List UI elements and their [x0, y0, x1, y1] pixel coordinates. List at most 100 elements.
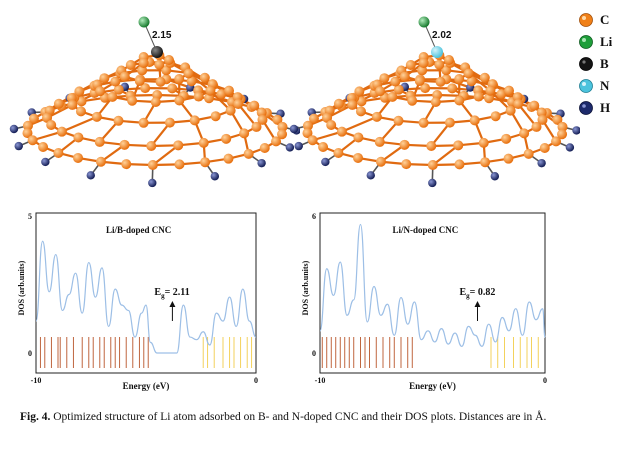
carbon-atom [225, 105, 236, 116]
carbon-atom [140, 83, 151, 94]
band-gap-annotation: Eg= 2.11 [154, 287, 189, 300]
carbon-atom [210, 111, 221, 122]
carbon-atom [174, 74, 185, 85]
bond [432, 144, 459, 166]
nitrogen-atom [431, 46, 443, 58]
carbon-atom [444, 55, 454, 65]
carbon-atom [193, 91, 204, 102]
carbon-atom [73, 152, 84, 163]
carbon-atom [121, 159, 132, 170]
carbon-atom [138, 117, 149, 128]
carbon-atom [418, 117, 429, 128]
carbon-atom [333, 147, 344, 158]
hydrogen-atom [321, 157, 330, 167]
carbon-atom [67, 99, 78, 110]
caption-label: Fig. 4. [20, 411, 51, 423]
carbon-atom [480, 157, 491, 168]
carbon-atom [387, 91, 398, 102]
atoms [9, 50, 300, 188]
carbon-atom [503, 153, 514, 164]
carbon-atom [107, 91, 118, 102]
hydrogen-atom [565, 143, 575, 152]
carbon-atom [326, 120, 337, 131]
carbon-atom [513, 98, 524, 109]
carbon-atom [307, 135, 318, 146]
carbon-atom [99, 73, 110, 84]
carbon-atom [243, 148, 254, 159]
carbon-atom [418, 57, 429, 68]
boron-atom-icon [579, 57, 593, 71]
y-tick-label: 0 [312, 349, 316, 358]
carbon-atom [75, 106, 86, 117]
dos-plot-n-doped: Li/N-doped CNC DOS (arb.units) Energy (eV)… [301, 212, 547, 391]
carbon-atom [150, 96, 161, 107]
band-gap-value: = 2.11 [165, 287, 190, 298]
lithium-atom [418, 16, 430, 28]
carbon-atom [138, 57, 149, 68]
dos-curve [319, 223, 546, 347]
carbon-atom [401, 159, 412, 170]
carbon-atom [531, 121, 542, 132]
chart-title: Li/B-doped CNC [106, 225, 171, 235]
carbon-atom [454, 95, 465, 106]
carbon-atom [95, 86, 106, 97]
carbon-atom [189, 115, 200, 126]
li-distance-label: 2.15 [152, 30, 172, 41]
hydrogen-atom [210, 172, 220, 181]
hydrogen-atom [428, 178, 437, 188]
hydrogen-atom [572, 126, 580, 135]
carbon-atom [479, 72, 490, 83]
carbon-atom [91, 111, 102, 122]
carbon-atom [414, 75, 425, 86]
carbon-atom [183, 68, 194, 79]
carbon-atom [137, 65, 148, 76]
band-gap-value: = 0.82 [470, 287, 496, 298]
y-tick-label: 0 [28, 349, 32, 358]
carbon-atom [249, 100, 260, 111]
y-tick-label: 5 [28, 212, 32, 221]
bond [477, 89, 513, 104]
hydrogen-atom [86, 171, 95, 180]
carbon-atom [154, 59, 165, 70]
carbon-atom [272, 114, 283, 125]
hydrogen-atom [366, 171, 375, 180]
carbon-atom [259, 143, 270, 154]
carbon-atom [119, 139, 130, 150]
lithium-atom [138, 16, 150, 28]
carbon-atom [257, 114, 268, 125]
x-axis-label: Energy (eV) [409, 381, 456, 391]
carbon-atom [539, 143, 550, 154]
x-tick-label: 0 [254, 376, 258, 385]
legend-item-b: B [578, 54, 630, 74]
li-distance-label: 2.02 [432, 30, 452, 41]
carbon-atom [375, 86, 386, 97]
carbon-atom [113, 115, 124, 126]
carbon-atom [28, 113, 39, 124]
carbon-atom [390, 76, 401, 87]
carbon-atom [454, 159, 465, 170]
arrow-head-icon [474, 301, 481, 307]
carbon-atom [353, 152, 364, 163]
band-gap-subscript: g [161, 292, 165, 300]
caption-text: Optimized structure of Li atom adsorbed … [50, 411, 547, 423]
hydrogen-atom [41, 157, 50, 167]
y-tick-label: 6 [312, 212, 316, 221]
bond [152, 144, 179, 166]
carbon-atom [239, 128, 250, 139]
hydrogen-atom [14, 141, 23, 151]
carbon-atom [379, 73, 390, 84]
carbon-atom [302, 128, 313, 139]
x-tick-label: -10 [31, 376, 42, 385]
hydrogen-atom [257, 158, 266, 168]
legend-item-h: H [578, 98, 630, 118]
carbon-atom [74, 86, 85, 97]
carbon-atom [147, 159, 158, 170]
carbon-atom [466, 76, 477, 87]
carbon-atom [393, 115, 404, 126]
carbon-atom [347, 99, 358, 110]
lithium-atom-icon [579, 35, 593, 49]
dos-plot-b-doped: Li/B-doped CNC DOS (arb.units) Energy (eV)… [17, 212, 258, 391]
carbon-atom [53, 98, 64, 109]
carbon-atom [146, 140, 157, 151]
y-axis-label: DOS (arb.units) [17, 260, 26, 315]
